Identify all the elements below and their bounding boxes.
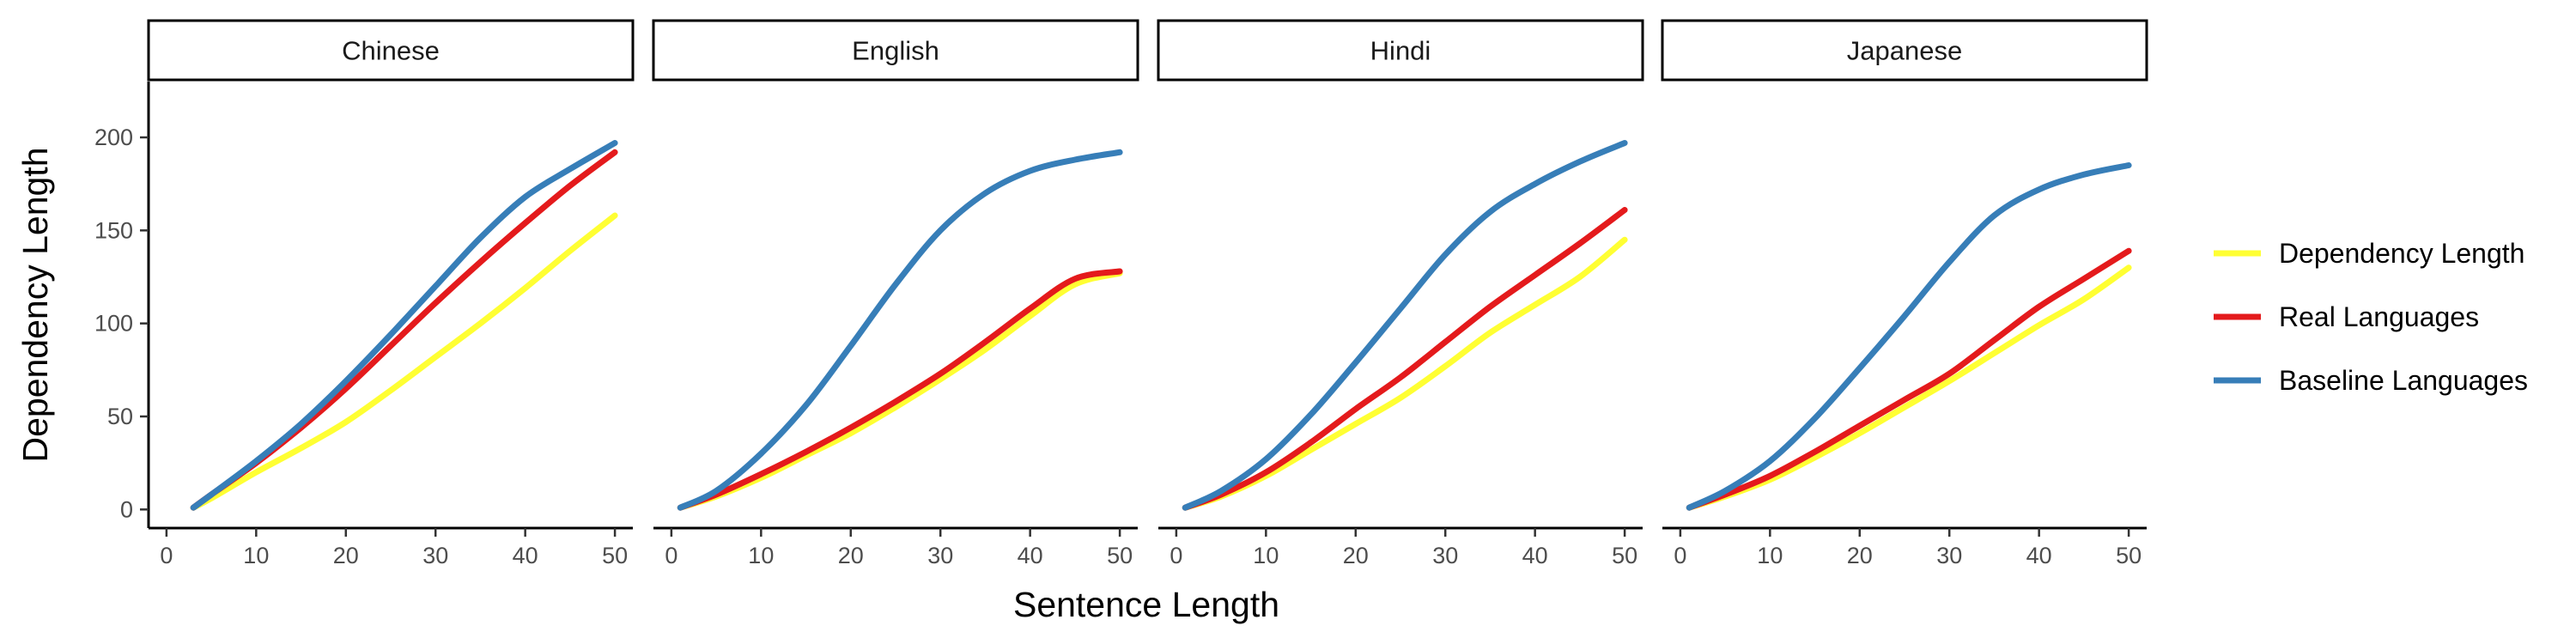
y-tick-label: 150 bbox=[94, 217, 133, 243]
facet-strip bbox=[147, 19, 635, 82]
legend-label: Baseline Languages bbox=[2279, 365, 2528, 396]
y-tick-label: 50 bbox=[107, 404, 133, 429]
series-line-baseline-languages bbox=[1686, 162, 2132, 511]
x-tick-label: 20 bbox=[1343, 543, 1369, 568]
facet-panel-english: English 0 10 20 30 40 50 bbox=[652, 19, 1139, 568]
facet-strip-label: Japanese bbox=[1847, 36, 1962, 66]
facet-strip-label: English bbox=[852, 36, 939, 66]
x-tick-label: 20 bbox=[838, 543, 864, 568]
series-line-dependency-length bbox=[677, 270, 1123, 511]
legend: Dependency Length Real Languages Baseline … bbox=[2214, 238, 2528, 396]
x-tick-label: 30 bbox=[422, 543, 448, 568]
series-line-dependency-length bbox=[190, 212, 618, 511]
facet-strip-label: Chinese bbox=[342, 36, 440, 66]
x-tick-label: 10 bbox=[1253, 543, 1279, 568]
series-line-baseline-languages bbox=[677, 149, 1123, 511]
x-tick-label: 30 bbox=[1936, 543, 1962, 568]
series-line-baseline-languages bbox=[1182, 140, 1628, 511]
x-tick-label: 40 bbox=[513, 543, 538, 568]
x-tick-label: 40 bbox=[1522, 543, 1548, 568]
x-tick-label: 0 bbox=[1674, 543, 1686, 568]
x-tick-label: 20 bbox=[1847, 543, 1873, 568]
series-line-dependency-length bbox=[1686, 264, 2132, 511]
facet-strip bbox=[1661, 19, 2148, 82]
facet-panel-japanese: Japanese 0 10 20 30 40 50 bbox=[1661, 19, 2148, 568]
x-tick-label: 0 bbox=[665, 543, 677, 568]
series-line-real-languages bbox=[677, 268, 1123, 511]
facet-strip bbox=[652, 19, 1139, 82]
x-tick-label: 30 bbox=[1432, 543, 1458, 568]
x-tick-label: 0 bbox=[160, 543, 173, 568]
x-tick-label: 50 bbox=[1107, 543, 1133, 568]
facet-panel-chinese: Chinese 0 10 20 30 40 50 bbox=[147, 19, 635, 568]
x-tick-label: 40 bbox=[2026, 543, 2052, 568]
series-line-real-languages bbox=[1686, 247, 2132, 511]
facet-panel-hindi: Hindi 0 10 20 30 40 50 bbox=[1157, 19, 1644, 568]
x-tick-label: 50 bbox=[2116, 543, 2142, 568]
x-tick-label: 10 bbox=[1757, 543, 1783, 568]
x-axis-title: Sentence Length bbox=[1013, 585, 1279, 624]
y-tick-label: 100 bbox=[94, 311, 133, 337]
axes: Sentence Length Dependency Length bbox=[15, 147, 1279, 624]
facet-strip bbox=[1157, 19, 1644, 82]
legend-label: Dependency Length bbox=[2279, 238, 2524, 269]
facet-strip-label: Hindi bbox=[1370, 36, 1431, 66]
series-line-baseline-languages bbox=[190, 140, 618, 511]
legend-item: Baseline Languages bbox=[2214, 365, 2528, 396]
x-tick-label: 0 bbox=[1170, 543, 1182, 568]
legend-item: Dependency Length bbox=[2214, 238, 2524, 269]
x-tick-label: 20 bbox=[333, 543, 359, 568]
x-tick-label: 30 bbox=[927, 543, 953, 568]
series-line-real-languages bbox=[190, 149, 618, 511]
x-tick-label: 40 bbox=[1018, 543, 1043, 568]
y-tick-label: 200 bbox=[94, 125, 133, 150]
legend-label: Real Languages bbox=[2279, 301, 2479, 332]
legend-item: Real Languages bbox=[2214, 301, 2479, 332]
y-axis-title: Dependency Length bbox=[15, 147, 55, 462]
x-tick-label: 50 bbox=[1612, 543, 1637, 568]
x-tick-label: 10 bbox=[748, 543, 774, 568]
series-line-real-languages bbox=[1182, 207, 1628, 511]
x-tick-label: 50 bbox=[602, 543, 628, 568]
x-tick-label: 10 bbox=[243, 543, 269, 568]
y-tick-label: 0 bbox=[120, 496, 133, 522]
